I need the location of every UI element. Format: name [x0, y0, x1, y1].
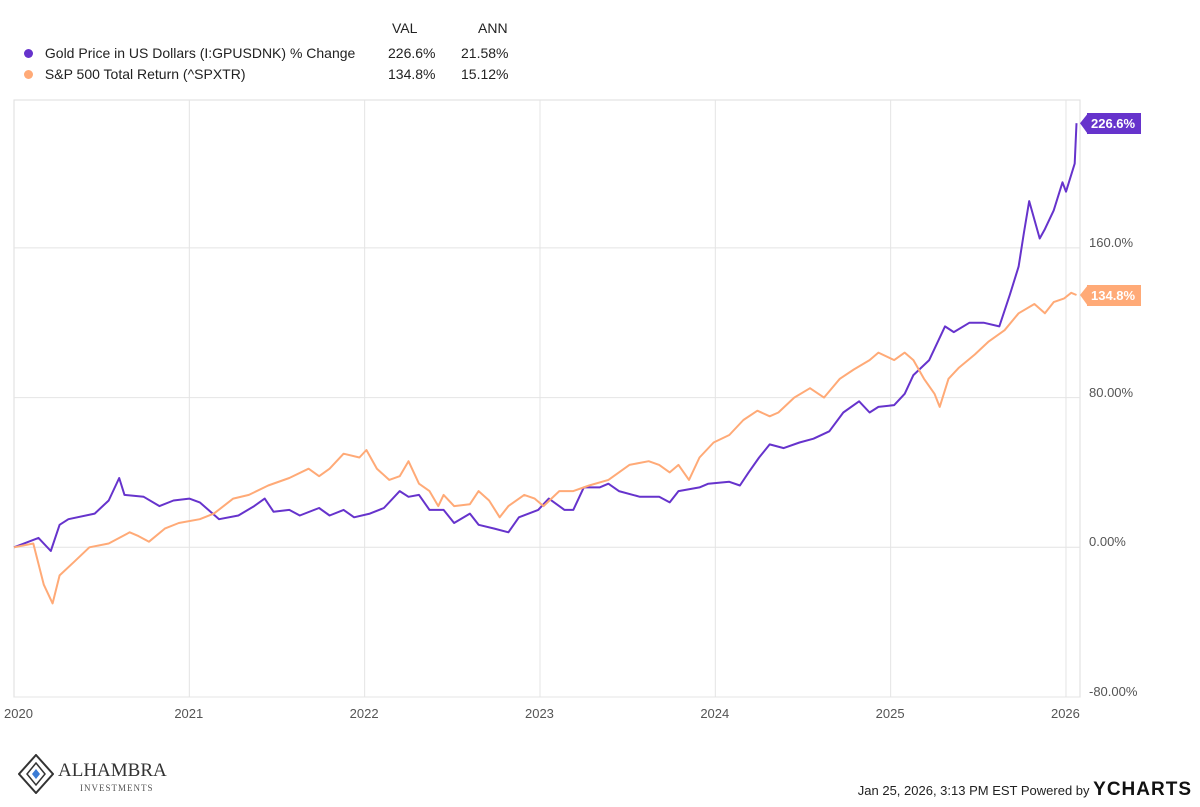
powered-by: Powered by	[1020, 783, 1090, 798]
alhambra-logo: ALHAMBRA INVESTMENTS	[17, 753, 167, 799]
legend-label: Gold Price in US Dollars (I:GPUSDNK) % C…	[44, 45, 356, 61]
legend-val-spx: 134.8%	[388, 66, 436, 82]
y-tick-label: -80.00%	[1089, 684, 1138, 699]
logo-sub: INVESTMENTS	[80, 783, 154, 793]
diamond-logo-icon	[17, 753, 55, 795]
legend-label: S&P 500 Total Return (^SPXTR)	[44, 66, 246, 82]
footer: Jan 25, 2026, 3:13 PM EST Powered by YCH…	[858, 779, 1192, 801]
tag-pointer-icon	[1080, 285, 1088, 307]
ycharts-logo[interactable]: YCHARTS	[1093, 779, 1192, 800]
legend-dot-icon	[24, 49, 33, 58]
x-tick-label: 2021	[174, 706, 204, 721]
legend-ann-gold: 21.58%	[461, 45, 509, 61]
y-tick-label: 80.00%	[1089, 384, 1134, 400]
x-tick-label: 2023	[524, 706, 554, 721]
y-tick-label: 0.00%	[1089, 534, 1126, 550]
x-tick-label: 2026	[1050, 706, 1080, 721]
x-tick-label: 2025	[875, 706, 905, 721]
legend-header-ann: ANN	[478, 20, 508, 36]
plot-frame	[13, 99, 1081, 698]
legend-val-gold: 226.6%	[388, 45, 436, 61]
legend-dot-icon	[24, 70, 33, 79]
legend-header-val: VAL	[392, 20, 418, 36]
y-tick-label: 160.0%	[1089, 234, 1134, 250]
legend-ann-spx: 15.12%	[461, 66, 509, 82]
end-value-tag: 226.6%	[1087, 113, 1142, 135]
legend-item-spx[interactable]: S&P 500 Total Return (^SPXTR)	[24, 66, 245, 82]
x-tick-label: 2020	[4, 706, 33, 721]
x-tick-label: 2024	[700, 706, 730, 721]
series-line-spx	[13, 291, 1077, 605]
timestamp: Jan 25, 2026, 3:13 PM EST	[857, 783, 1018, 798]
logo-name: ALHAMBRA	[58, 760, 167, 781]
end-value-tag: 134.8%	[1087, 285, 1142, 306]
series-line-gold	[13, 123, 1078, 552]
x-tick-label: 2022	[349, 706, 379, 721]
tag-pointer-icon	[1080, 113, 1088, 135]
legend-item-gold[interactable]: Gold Price in US Dollars (I:GPUSDNK) % C…	[24, 45, 355, 61]
